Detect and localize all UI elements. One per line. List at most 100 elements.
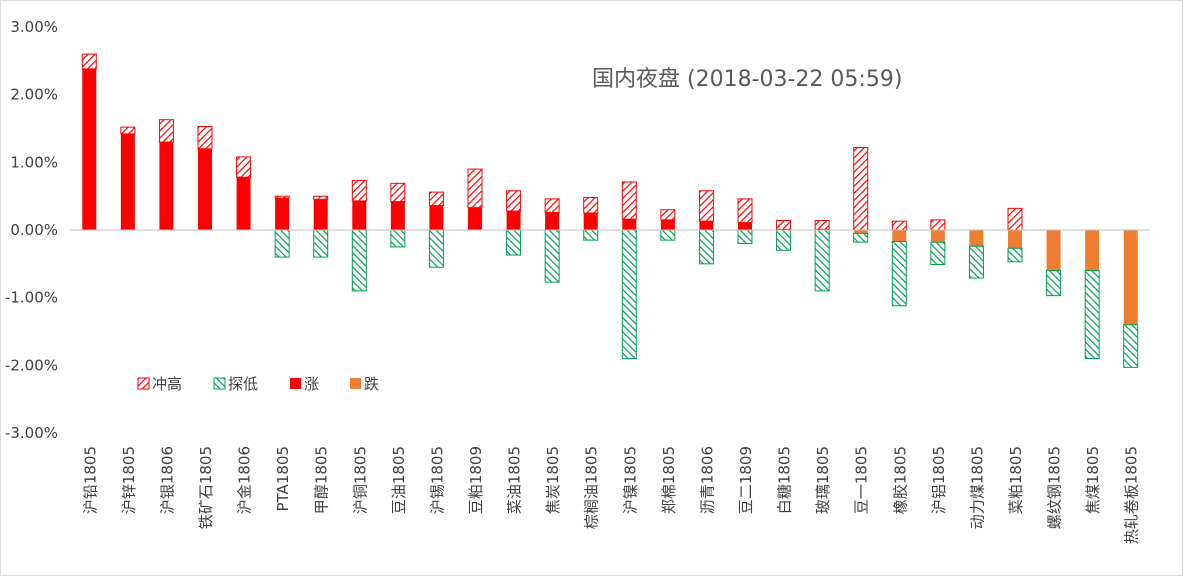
y-axis: 3.00% 2.00% 1.00% 0.00% -1.00% -2.00% -3.00% [5, 18, 58, 442]
bar-high [506, 190, 522, 212]
x-tick-label: 热轧卷板1805 [1123, 446, 1141, 544]
y-tick-label: 0.00% [10, 221, 58, 239]
bar-low [621, 229, 637, 360]
x-tick-label: 沪锌1805 [120, 446, 138, 514]
bar-high [197, 125, 213, 150]
bar-low [1084, 270, 1100, 360]
bar-high [737, 198, 753, 224]
x-tick-label: 沥青1806 [698, 446, 716, 514]
bar-high [81, 53, 97, 70]
bar-rise [198, 148, 212, 230]
x-tick-label: 动力煤1805 [968, 446, 986, 529]
x-tick-label: 沪银1806 [158, 446, 176, 514]
y-tick-label: 3.00% [10, 18, 58, 36]
bar-rise [583, 213, 598, 230]
y-tick-label: 2.00% [10, 86, 58, 104]
bar-low [968, 245, 984, 279]
bar-fall [930, 230, 945, 243]
x-tick-label: 橡胶1805 [891, 446, 909, 514]
bar-low [1007, 247, 1023, 263]
y-tick-label: -3.00% [5, 424, 58, 442]
x-tick-label: 豆一1805 [853, 446, 871, 514]
legend-swatch [350, 378, 361, 389]
x-tick-label: 白糖1805 [776, 446, 794, 514]
x-tick-label: 焦炭1805 [544, 446, 562, 514]
bar-low [853, 232, 869, 243]
legend-swatch [290, 378, 301, 389]
x-tick-label: 焦煤1805 [1084, 446, 1102, 514]
x-tick-label: 豆粕1809 [467, 446, 485, 514]
bar-fall [1123, 230, 1138, 325]
bar-rise [390, 201, 405, 230]
x-tick-label: 郑棉1805 [660, 446, 678, 514]
bar-rise [275, 198, 290, 230]
bar-low [698, 229, 714, 265]
bar-rise [506, 211, 521, 230]
bar-high [621, 181, 637, 220]
x-tick-label: 沪锡1805 [428, 446, 446, 514]
x-tick-label: 沪铅1805 [81, 446, 99, 514]
y-tick-label: 1.00% [10, 153, 58, 171]
x-tick-label: 菜粕1805 [1007, 446, 1025, 514]
bar-high [583, 197, 599, 214]
bar-rise [313, 199, 328, 230]
bar-fall [1046, 230, 1061, 271]
x-tick-label: PTA1805 [274, 446, 292, 511]
chart-title: 国内夜盘 (2018-03-22 05:59) [592, 67, 902, 92]
bar-fall [853, 230, 868, 234]
bar-high [1007, 207, 1023, 231]
legend-label: 跌 [364, 375, 379, 393]
bar-high [698, 190, 714, 222]
x-tick-label: 豆油1805 [390, 446, 408, 514]
bar-low [313, 229, 329, 258]
bar-low [930, 241, 946, 266]
bar-fall [892, 230, 907, 242]
legend: 冲高 探低 涨 跌 [137, 375, 379, 393]
bar-high [853, 146, 869, 231]
legend-label: 探低 [228, 375, 258, 393]
bar-high [544, 198, 560, 213]
bar-low [544, 229, 560, 283]
bar-fall [1008, 230, 1022, 249]
bar-high [776, 220, 792, 230]
bar-rise [236, 177, 251, 230]
legend-swatch [213, 377, 226, 390]
bar-high [814, 220, 830, 230]
bar-low [660, 229, 676, 241]
bar-low [506, 229, 522, 256]
bar-high [467, 168, 483, 209]
bar-low [1123, 324, 1139, 368]
x-tick-label: 铁矿石1805 [197, 446, 215, 529]
bar-low [428, 229, 444, 268]
x-tick-label: 甲醇1805 [313, 446, 331, 514]
bar-rise [738, 222, 752, 230]
bar-rise [429, 205, 444, 230]
bars-layer [81, 53, 1139, 368]
x-tick-label: 沪金1806 [236, 446, 254, 514]
x-tick-label: 豆二1809 [737, 446, 755, 514]
bar-high [390, 182, 406, 203]
bar-rise [660, 219, 675, 230]
bar-low [814, 229, 830, 292]
bar-rise [120, 133, 135, 230]
bar-high [274, 195, 290, 199]
bar-high [120, 126, 136, 135]
bar-fall [1085, 230, 1100, 271]
legend-swatch [137, 377, 150, 390]
x-tick-label: 沪铝1805 [930, 446, 948, 514]
bar-low [351, 229, 367, 292]
x-axis: 沪铅1805 沪锌1805 沪银1806 铁矿石1805 沪金1806 PTA1805 甲醇… [81, 446, 1140, 544]
bar-low [390, 229, 406, 248]
bar-rise [699, 221, 714, 230]
bar-rise [622, 219, 637, 230]
bar-high [891, 220, 907, 231]
bar-low [583, 229, 599, 241]
x-tick-label: 螺纹钢1805 [1046, 446, 1064, 529]
x-tick-label: 菜油1805 [506, 446, 524, 514]
bar-rise [159, 142, 174, 230]
bar-rise [545, 212, 560, 230]
bar-low [891, 241, 907, 307]
bar-rise [352, 200, 367, 230]
